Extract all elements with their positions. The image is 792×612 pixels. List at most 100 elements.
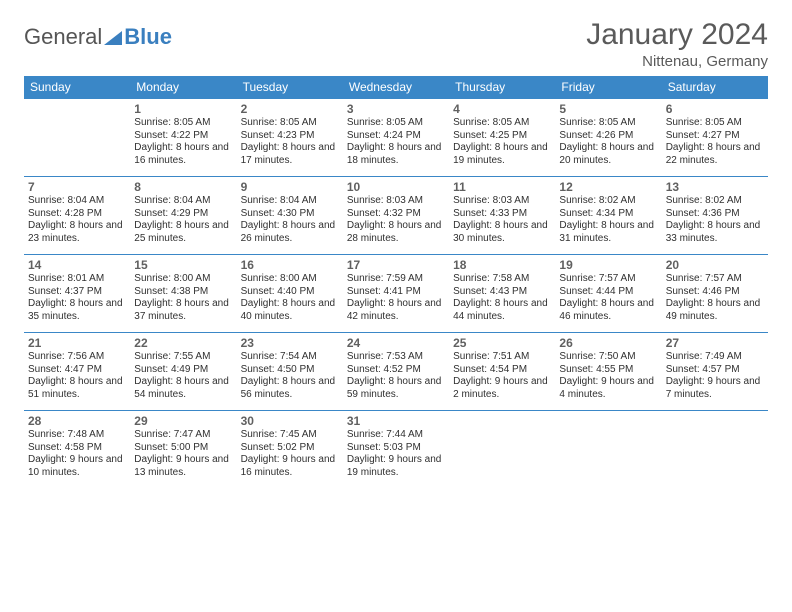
logo: General Blue — [24, 18, 172, 50]
weekday-header: Saturday — [662, 76, 768, 99]
calendar-cell: 11Sunrise: 8:03 AMSunset: 4:33 PMDayligh… — [449, 177, 555, 255]
logo-part2: Blue — [124, 27, 172, 48]
calendar-cell: 1Sunrise: 8:05 AMSunset: 4:22 PMDaylight… — [130, 99, 236, 177]
day-info: Sunrise: 8:05 AMSunset: 4:22 PMDaylight:… — [134, 117, 232, 167]
logo-part1: General — [24, 24, 102, 50]
day-info: Sunrise: 7:53 AMSunset: 4:52 PMDaylight:… — [347, 351, 445, 401]
calendar-cell: 16Sunrise: 8:00 AMSunset: 4:40 PMDayligh… — [237, 255, 343, 333]
day-info: Sunrise: 7:57 AMSunset: 4:44 PMDaylight:… — [559, 273, 657, 323]
day-number: 15 — [134, 258, 232, 272]
weekday-header: Friday — [555, 76, 661, 99]
logo-triangle-icon — [104, 29, 122, 45]
day-info: Sunrise: 8:04 AMSunset: 4:29 PMDaylight:… — [134, 195, 232, 245]
day-number: 24 — [347, 336, 445, 350]
calendar-page: General Blue January 2024 Nittenau, Germ… — [0, 0, 792, 503]
day-info: Sunrise: 7:51 AMSunset: 4:54 PMDaylight:… — [453, 351, 551, 401]
day-number: 12 — [559, 180, 657, 194]
day-number: 16 — [241, 258, 339, 272]
calendar-cell: 9Sunrise: 8:04 AMSunset: 4:30 PMDaylight… — [237, 177, 343, 255]
calendar-cell: 18Sunrise: 7:58 AMSunset: 4:43 PMDayligh… — [449, 255, 555, 333]
day-number: 1 — [134, 102, 232, 116]
weekday-header-row: SundayMondayTuesdayWednesdayThursdayFrid… — [24, 76, 768, 99]
day-number: 25 — [453, 336, 551, 350]
calendar-week-row: 28Sunrise: 7:48 AMSunset: 4:58 PMDayligh… — [24, 411, 768, 489]
day-info: Sunrise: 7:49 AMSunset: 4:57 PMDaylight:… — [666, 351, 764, 401]
calendar-week-row: 7Sunrise: 8:04 AMSunset: 4:28 PMDaylight… — [24, 177, 768, 255]
calendar-week-row: 14Sunrise: 8:01 AMSunset: 4:37 PMDayligh… — [24, 255, 768, 333]
day-number: 18 — [453, 258, 551, 272]
day-info: Sunrise: 7:44 AMSunset: 5:03 PMDaylight:… — [347, 429, 445, 479]
day-info: Sunrise: 8:02 AMSunset: 4:36 PMDaylight:… — [666, 195, 764, 245]
day-info: Sunrise: 7:50 AMSunset: 4:55 PMDaylight:… — [559, 351, 657, 401]
day-number: 17 — [347, 258, 445, 272]
title-block: January 2024 Nittenau, Germany — [586, 18, 768, 70]
calendar-cell: 31Sunrise: 7:44 AMSunset: 5:03 PMDayligh… — [343, 411, 449, 489]
day-info: Sunrise: 8:00 AMSunset: 4:40 PMDaylight:… — [241, 273, 339, 323]
day-number: 3 — [347, 102, 445, 116]
day-info: Sunrise: 8:05 AMSunset: 4:26 PMDaylight:… — [559, 117, 657, 167]
weekday-header: Thursday — [449, 76, 555, 99]
calendar-cell: 25Sunrise: 7:51 AMSunset: 4:54 PMDayligh… — [449, 333, 555, 411]
location-label: Nittenau, Germany — [586, 53, 768, 70]
day-info: Sunrise: 8:05 AMSunset: 4:23 PMDaylight:… — [241, 117, 339, 167]
day-info: Sunrise: 7:56 AMSunset: 4:47 PMDaylight:… — [28, 351, 126, 401]
day-number: 13 — [666, 180, 764, 194]
day-number: 26 — [559, 336, 657, 350]
day-number: 4 — [453, 102, 551, 116]
calendar-cell: 15Sunrise: 8:00 AMSunset: 4:38 PMDayligh… — [130, 255, 236, 333]
day-number: 23 — [241, 336, 339, 350]
day-number: 8 — [134, 180, 232, 194]
calendar-cell: 22Sunrise: 7:55 AMSunset: 4:49 PMDayligh… — [130, 333, 236, 411]
day-info: Sunrise: 8:04 AMSunset: 4:28 PMDaylight:… — [28, 195, 126, 245]
day-number: 27 — [666, 336, 764, 350]
calendar-week-row: 21Sunrise: 7:56 AMSunset: 4:47 PMDayligh… — [24, 333, 768, 411]
day-info: Sunrise: 7:48 AMSunset: 4:58 PMDaylight:… — [28, 429, 126, 479]
calendar-body: 1Sunrise: 8:05 AMSunset: 4:22 PMDaylight… — [24, 99, 768, 489]
day-info: Sunrise: 8:03 AMSunset: 4:33 PMDaylight:… — [453, 195, 551, 245]
calendar-cell: 30Sunrise: 7:45 AMSunset: 5:02 PMDayligh… — [237, 411, 343, 489]
weekday-header: Monday — [130, 76, 236, 99]
day-number: 31 — [347, 414, 445, 428]
calendar-cell: 17Sunrise: 7:59 AMSunset: 4:41 PMDayligh… — [343, 255, 449, 333]
day-info: Sunrise: 7:59 AMSunset: 4:41 PMDaylight:… — [347, 273, 445, 323]
calendar-cell: 13Sunrise: 8:02 AMSunset: 4:36 PMDayligh… — [662, 177, 768, 255]
day-number: 30 — [241, 414, 339, 428]
day-number: 9 — [241, 180, 339, 194]
calendar-cell: 21Sunrise: 7:56 AMSunset: 4:47 PMDayligh… — [24, 333, 130, 411]
month-title: January 2024 — [586, 18, 768, 51]
day-info: Sunrise: 8:05 AMSunset: 4:27 PMDaylight:… — [666, 117, 764, 167]
day-number: 28 — [28, 414, 126, 428]
day-number: 5 — [559, 102, 657, 116]
day-number: 22 — [134, 336, 232, 350]
day-info: Sunrise: 7:57 AMSunset: 4:46 PMDaylight:… — [666, 273, 764, 323]
weekday-header: Tuesday — [237, 76, 343, 99]
calendar-cell: 7Sunrise: 8:04 AMSunset: 4:28 PMDaylight… — [24, 177, 130, 255]
calendar-cell: 5Sunrise: 8:05 AMSunset: 4:26 PMDaylight… — [555, 99, 661, 177]
day-info: Sunrise: 8:00 AMSunset: 4:38 PMDaylight:… — [134, 273, 232, 323]
calendar-cell: 4Sunrise: 8:05 AMSunset: 4:25 PMDaylight… — [449, 99, 555, 177]
calendar-table: SundayMondayTuesdayWednesdayThursdayFrid… — [24, 76, 768, 489]
day-info: Sunrise: 8:05 AMSunset: 4:25 PMDaylight:… — [453, 117, 551, 167]
day-number: 10 — [347, 180, 445, 194]
calendar-cell: 8Sunrise: 8:04 AMSunset: 4:29 PMDaylight… — [130, 177, 236, 255]
calendar-cell: 19Sunrise: 7:57 AMSunset: 4:44 PMDayligh… — [555, 255, 661, 333]
weekday-header: Sunday — [24, 76, 130, 99]
day-number: 6 — [666, 102, 764, 116]
day-number: 11 — [453, 180, 551, 194]
calendar-cell: 6Sunrise: 8:05 AMSunset: 4:27 PMDaylight… — [662, 99, 768, 177]
calendar-cell — [24, 99, 130, 177]
day-info: Sunrise: 7:55 AMSunset: 4:49 PMDaylight:… — [134, 351, 232, 401]
day-number: 14 — [28, 258, 126, 272]
calendar-cell — [449, 411, 555, 489]
calendar-cell — [555, 411, 661, 489]
day-number: 2 — [241, 102, 339, 116]
calendar-cell: 28Sunrise: 7:48 AMSunset: 4:58 PMDayligh… — [24, 411, 130, 489]
calendar-cell — [662, 411, 768, 489]
calendar-cell: 10Sunrise: 8:03 AMSunset: 4:32 PMDayligh… — [343, 177, 449, 255]
day-number: 20 — [666, 258, 764, 272]
day-info: Sunrise: 8:05 AMSunset: 4:24 PMDaylight:… — [347, 117, 445, 167]
calendar-week-row: 1Sunrise: 8:05 AMSunset: 4:22 PMDaylight… — [24, 99, 768, 177]
day-number: 29 — [134, 414, 232, 428]
calendar-cell: 20Sunrise: 7:57 AMSunset: 4:46 PMDayligh… — [662, 255, 768, 333]
calendar-cell: 26Sunrise: 7:50 AMSunset: 4:55 PMDayligh… — [555, 333, 661, 411]
